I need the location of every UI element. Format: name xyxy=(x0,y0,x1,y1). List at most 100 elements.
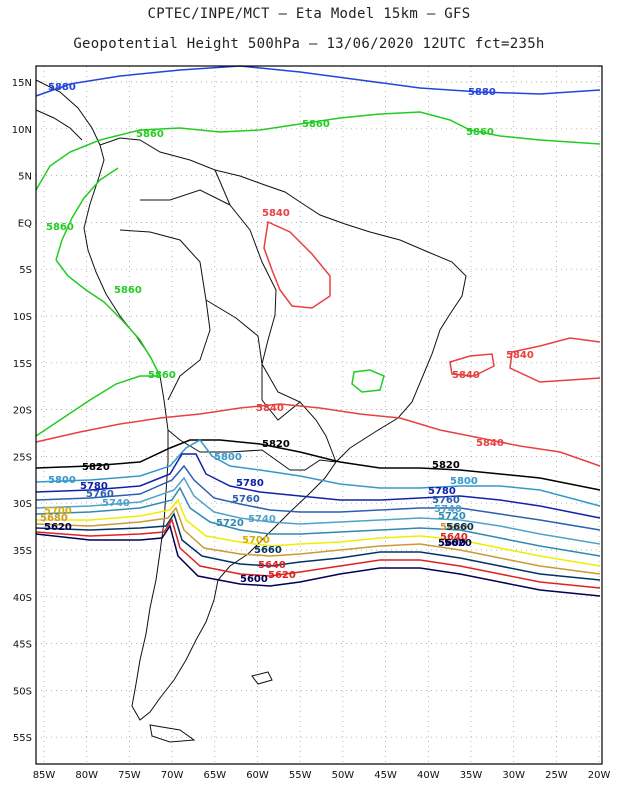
contour-5780 xyxy=(35,453,601,519)
label-5720-b: 5720 xyxy=(438,511,466,522)
latitude-labels: 15N 10N 5N EQ 5S 10S 15S 20S 25S 30S 35S 40S 45S 50S 5… xyxy=(12,78,32,744)
lat-tick-label: 10N xyxy=(12,125,32,136)
label-5760-b: 5760 xyxy=(232,494,260,505)
label-5820-c: 5820 xyxy=(432,460,460,471)
label-5820-b: 5820 xyxy=(82,462,110,473)
label-5840-c: 5840 xyxy=(452,370,480,381)
argentina-chile-border xyxy=(167,429,291,471)
lon-tick-label: 70W xyxy=(161,770,184,781)
lon-tick-label: 80W xyxy=(75,770,98,781)
uruguay-border xyxy=(290,459,337,471)
label-5620-a: 5620 xyxy=(268,570,296,581)
label-5840-d: 5840 xyxy=(256,403,284,414)
label-5860-c: 5860 xyxy=(466,127,494,138)
lon-tick-label: 50W xyxy=(332,770,355,781)
label-5740-a: 5740 xyxy=(102,498,130,509)
label-5620-c: 5620 xyxy=(444,538,472,549)
bolivia-border xyxy=(205,299,263,365)
lat-tick-label: 10S xyxy=(13,312,32,323)
contour-5640 xyxy=(35,518,601,589)
lat-tick-label: 45S xyxy=(13,640,32,651)
lon-tick-label: 75W xyxy=(118,770,141,781)
label-5760-c: 5760 xyxy=(432,495,460,506)
lat-tick-label: 30S xyxy=(13,499,32,510)
lat-tick-label: 5N xyxy=(18,172,32,183)
label-5780-a: 5780 xyxy=(236,478,264,489)
label-5840-e: 5840 xyxy=(476,438,504,449)
map-frame xyxy=(35,65,603,765)
lat-tick-label: 20S xyxy=(13,406,32,417)
contour-labels: 5880 5880 5860 5860 5860 5860 5860 5860 … xyxy=(40,82,534,585)
contour-5620 xyxy=(35,524,601,597)
contour-5800 xyxy=(35,439,601,507)
lat-tick-label: 25S xyxy=(13,452,32,463)
label-5700-a: 5700 xyxy=(44,506,72,517)
label-5600-b: 5600 xyxy=(438,538,466,549)
label-5780-c: 5780 xyxy=(428,486,456,497)
paraguay-border xyxy=(261,364,301,421)
contour-5860-cell xyxy=(351,369,385,393)
tierra-del-fuego xyxy=(149,724,196,743)
label-5640-a: 5640 xyxy=(258,560,286,571)
lon-tick-label: 60W xyxy=(246,770,269,781)
label-5800-b: 5800 xyxy=(48,475,76,486)
label-5860-d: 5860 xyxy=(46,222,74,233)
lat-tick-label: 15S xyxy=(13,359,32,370)
label-5800-a: 5800 xyxy=(214,452,242,463)
contour-5720 xyxy=(35,486,601,557)
lat-tick-label: 40S xyxy=(13,593,32,604)
label-5680-a: 5680 xyxy=(40,513,68,524)
contour-5860-north xyxy=(35,111,601,191)
lon-tick-label: 85W xyxy=(33,770,56,781)
label-5660-b: 5660 xyxy=(446,522,474,533)
label-5640-b: 5640 xyxy=(440,532,468,543)
contour-5820 xyxy=(35,439,601,491)
central-america-coast xyxy=(35,79,101,146)
falklands xyxy=(251,671,273,685)
label-5660-a: 5660 xyxy=(254,545,282,556)
label-5800-c: 5800 xyxy=(450,476,478,487)
lat-tick-label: 35S xyxy=(13,546,32,557)
label-5840-b: 5840 xyxy=(506,350,534,361)
venezuela-border xyxy=(140,189,231,206)
lat-lon-grid xyxy=(36,66,602,764)
brazil-border xyxy=(214,169,337,463)
label-5780-b: 5780 xyxy=(80,481,108,492)
geopotential-contours xyxy=(35,65,601,597)
map-subtitle: Geopotential Height 500hPa – 13/06/2020 … xyxy=(73,36,545,52)
contour-5740 xyxy=(35,476,601,545)
lat-tick-label: 50S xyxy=(13,686,32,697)
lat-tick-label: 55S xyxy=(13,733,32,744)
longitude-labels: 85W 80W 75W 70W 65W 60W 55W 50W 45W 40W 35W 30W 25W 2… xyxy=(33,770,611,781)
contour-5840-east xyxy=(509,337,601,383)
lat-tick-label: 5S xyxy=(19,265,32,276)
contour-5840-eastcell xyxy=(449,353,495,377)
label-5700-b: 5700 xyxy=(242,535,270,546)
label-5860-b: 5860 xyxy=(302,119,330,130)
label-5620-b: 5620 xyxy=(44,522,72,533)
label-5880-east: 5880 xyxy=(468,87,496,98)
lon-tick-label: 25W xyxy=(545,770,568,781)
contour-5680 xyxy=(35,506,601,575)
lon-tick-label: 40W xyxy=(417,770,440,781)
contour-5700 xyxy=(36,498,601,567)
lon-tick-label: 55W xyxy=(289,770,312,781)
label-5600-a: 5600 xyxy=(240,574,268,585)
lon-tick-label: 30W xyxy=(502,770,525,781)
label-5740-b: 5740 xyxy=(248,514,276,525)
contour-5660 xyxy=(35,512,601,581)
label-5680-b: 5680 xyxy=(440,522,468,533)
label-5760-a: 5760 xyxy=(86,489,114,500)
lon-tick-label: 65W xyxy=(203,770,226,781)
label-5740-c: 5740 xyxy=(434,504,462,515)
lat-tick-label: EQ xyxy=(18,218,32,229)
contour-5880 xyxy=(35,65,601,97)
contour-5840-cell xyxy=(263,220,331,309)
contour-5860-west xyxy=(55,167,161,377)
label-5860-a: 5860 xyxy=(136,129,164,140)
lat-tick-label: 15N xyxy=(12,78,32,89)
label-5860-f: 5860 xyxy=(148,370,176,381)
lon-tick-label: 20W xyxy=(588,770,611,781)
contour-5840-main xyxy=(35,403,601,467)
